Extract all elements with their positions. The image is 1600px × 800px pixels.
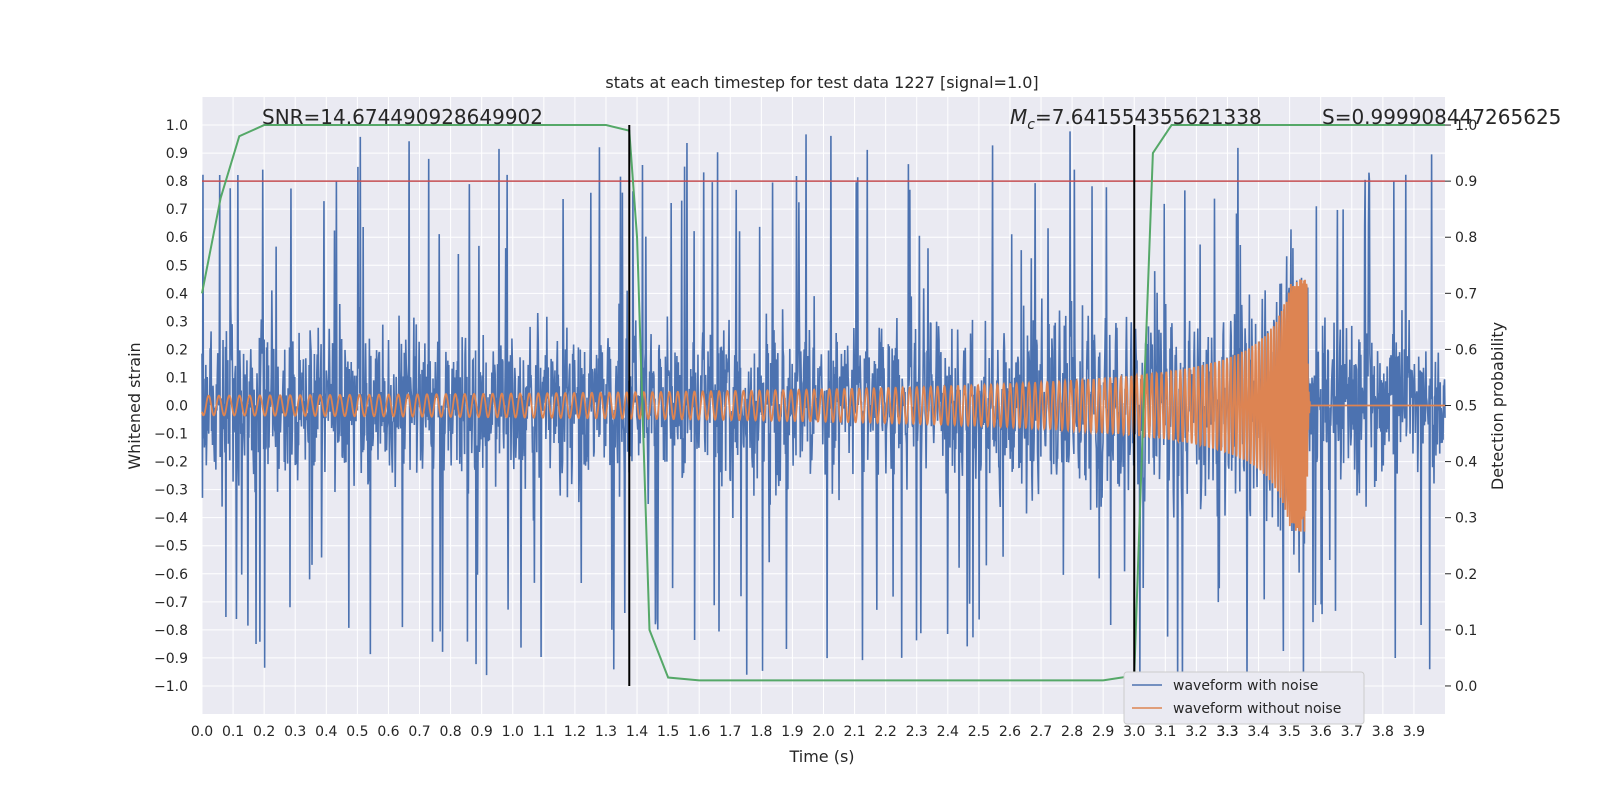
y-right-tick-label: 0.5 (1455, 399, 1477, 415)
x-tick-label: 0.0 (191, 724, 213, 740)
x-tick-label: 2.3 (906, 724, 928, 740)
x-tick-label: 0.2 (253, 724, 275, 740)
y-tick-label: 0.3 (166, 314, 188, 330)
y-tick-label: 0.7 (166, 202, 188, 218)
x-tick-label: 2.6 (999, 724, 1021, 740)
x-tick-label: 2.0 (812, 724, 834, 740)
y-axis-right-ticks: 1.0 0.9 0.8 0.7 0.6 0.5 0.4 0.3 0.2 0.1 0.0 (1445, 118, 1477, 695)
x-tick-label: 0.6 (377, 724, 399, 740)
y-right-tick-label: 0.6 (1455, 342, 1477, 358)
x-tick-label: 1.0 (502, 724, 524, 740)
x-tick-label: 1.9 (781, 724, 803, 740)
x-tick-label: 2.1 (843, 724, 865, 740)
y-tick-label: 0.8 (166, 174, 188, 190)
y-tick-label: 1.0 (166, 118, 188, 134)
y-right-tick-label: 0.4 (1455, 455, 1477, 471)
y-tick-label: 0.9 (166, 146, 188, 162)
x-tick-label: 0.9 (471, 724, 493, 740)
x-tick-label: 3.5 (1278, 724, 1300, 740)
score-annotation: S=0.999908447265625 (1322, 105, 1561, 129)
x-tick-label: 3.3 (1216, 724, 1238, 740)
x-tick-label: 2.9 (1092, 724, 1114, 740)
plot-lines (201, 124, 1446, 686)
x-tick-label: 1.5 (657, 724, 679, 740)
mc-subscript: c (1027, 117, 1035, 133)
x-tick-label: 3.7 (1341, 724, 1363, 740)
y-tick-label: 0.0 (166, 399, 188, 415)
y-axis-right-label: Detection probability (1488, 322, 1507, 490)
y-tick-label: 0.4 (166, 286, 188, 302)
y-tick-label: −0.3 (154, 483, 188, 499)
x-tick-label: 1.3 (595, 724, 617, 740)
legend-box (1123, 671, 1365, 725)
y-tick-label: −0.6 (154, 567, 188, 583)
x-tick-label: 3.9 (1403, 724, 1425, 740)
y-axis-label: Whitened strain (125, 342, 144, 469)
y-axis-ticks: 1.0 0.9 0.8 0.7 0.6 0.5 0.4 0.3 0.2 0.1 0.0 −0.1 −0.… (154, 118, 188, 695)
x-tick-label: 3.2 (1185, 724, 1207, 740)
x-tick-label: 1.1 (533, 724, 555, 740)
x-tick-label: 1.2 (564, 724, 586, 740)
series-waveform-without-noise (201, 279, 1445, 532)
y-tick-label: −0.4 (154, 511, 188, 527)
x-tick-label: 2.4 (937, 724, 959, 740)
y-right-tick-label: 1.0 (1455, 118, 1477, 134)
x-axis-ticks: 0.0 0.1 0.2 0.3 0.4 0.5 0.6 0.7 0.8 0.9 1.0 1.1 1.2 1… (191, 724, 1425, 740)
y-tick-label: −1.0 (154, 679, 188, 695)
x-tick-label: 1.6 (688, 724, 710, 740)
y-tick-label: 0.5 (166, 258, 188, 274)
y-right-tick-label: 0.9 (1455, 174, 1477, 190)
y-tick-label: −0.2 (154, 455, 188, 471)
x-tick-label: 1.7 (719, 724, 741, 740)
x-tick-label: 0.1 (222, 724, 244, 740)
y-tick-label: −0.8 (154, 623, 188, 639)
legend-label-clean: waveform without noise (1173, 701, 1341, 717)
legend: waveform with noise waveform without noi… (1123, 671, 1365, 725)
y-tick-label: −0.7 (154, 595, 188, 611)
x-tick-label: 2.5 (968, 724, 990, 740)
x-tick-label: 2.7 (1030, 724, 1052, 740)
x-tick-label: 1.8 (750, 724, 772, 740)
x-axis-label: Time (s) (788, 747, 854, 766)
y-tick-label: 0.6 (166, 230, 188, 246)
chirp-mass-annotation: Mc=7.641554355621338 (1010, 105, 1262, 133)
y-right-tick-label: 0.8 (1455, 230, 1477, 246)
x-tick-label: 3.4 (1247, 724, 1269, 740)
y-tick-label: −0.1 (154, 427, 188, 443)
y-right-tick-label: 0.7 (1455, 286, 1477, 302)
x-tick-label: 0.3 (284, 724, 306, 740)
y-tick-label: −0.9 (154, 651, 188, 667)
snr-annotation: SNR=14.674490928649902 (262, 105, 543, 129)
y-right-tick-label: 0.0 (1455, 679, 1477, 695)
legend-label-noise: waveform with noise (1173, 678, 1318, 694)
y-right-tick-label: 0.2 (1455, 567, 1477, 583)
y-tick-label: 0.1 (166, 370, 188, 386)
chart-title: stats at each timestep for test data 122… (605, 73, 1038, 92)
x-tick-label: 1.4 (626, 724, 648, 740)
y-right-tick-label: 0.3 (1455, 511, 1477, 527)
series-detection-probability (201, 124, 1445, 682)
x-tick-label: 0.4 (315, 724, 337, 740)
x-tick-label: 2.8 (1061, 724, 1083, 740)
mc-value: =7.641554355621338 (1035, 105, 1262, 129)
x-tick-label: 0.7 (408, 724, 430, 740)
x-tick-label: 3.6 (1310, 724, 1332, 740)
x-tick-label: 3.8 (1372, 724, 1394, 740)
y-right-tick-label: 0.1 (1455, 623, 1477, 639)
x-tick-label: 0.5 (346, 724, 368, 740)
x-tick-label: 3.3 (1216, 724, 1238, 740)
x-tick-label: 3.1 (1154, 724, 1176, 740)
x-tick-label: 3.0 (1123, 724, 1145, 740)
mc-symbol: M (1010, 105, 1027, 129)
x-tick-label: 2.2 (875, 724, 897, 740)
x-tick-label: 0.8 (439, 724, 461, 740)
y-tick-label: 0.2 (166, 342, 188, 358)
y-tick-label: −0.5 (154, 539, 188, 555)
